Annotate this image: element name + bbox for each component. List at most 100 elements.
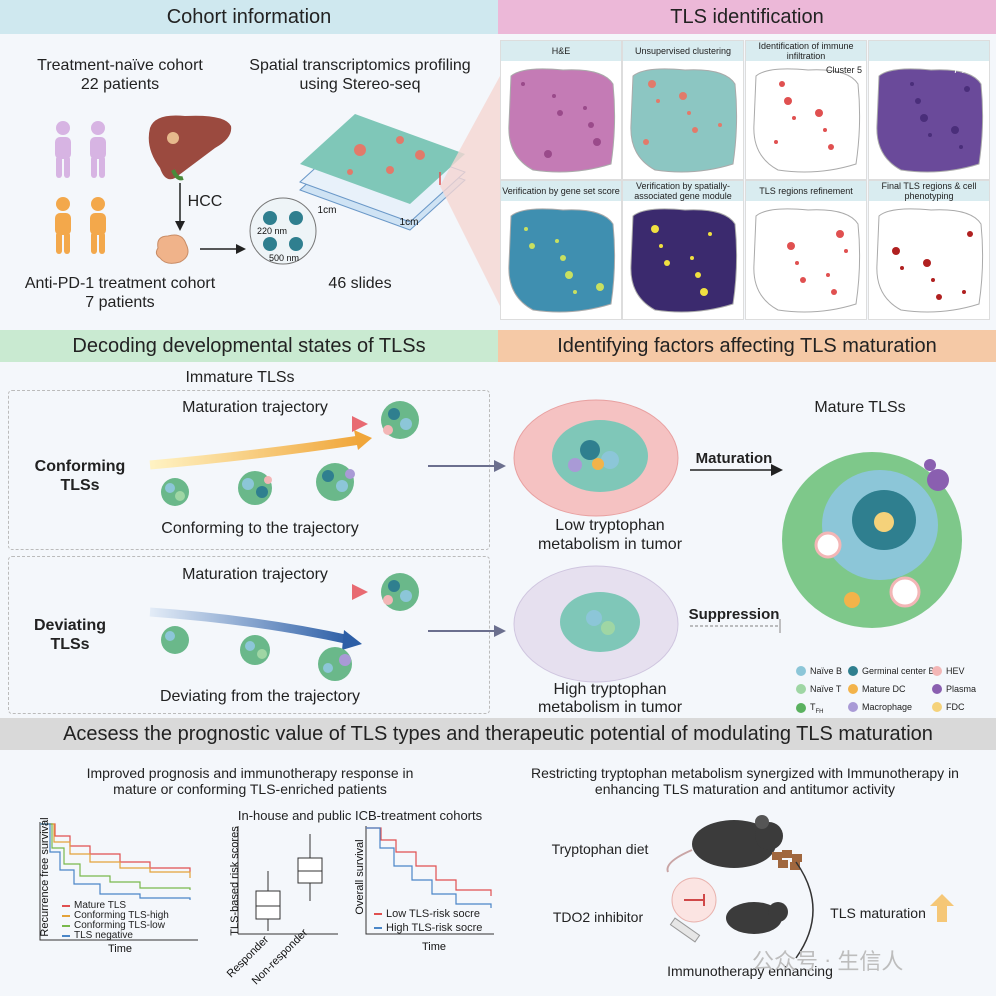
legend-item: Plasma — [932, 684, 976, 694]
trp-diet-label: Tryptophan diet — [551, 841, 649, 857]
legend-swatch — [796, 684, 806, 694]
tls-spot — [951, 126, 959, 134]
legend-swatch — [62, 914, 70, 917]
tls-panel-4: PTPRC — [868, 40, 990, 180]
tls-spot — [656, 99, 660, 103]
legend-swatch — [848, 684, 858, 694]
header-decoding: Decoding developmental states of TLSs — [0, 330, 498, 362]
tls-spot — [664, 260, 670, 266]
tls-spot — [524, 227, 528, 231]
box-plot-risk — [237, 826, 338, 935]
tls-spot — [560, 255, 566, 261]
conforming-label: Conforming TLSs — [34, 458, 126, 494]
box-responder — [255, 890, 281, 920]
tls-spot — [583, 106, 587, 110]
tls-spot — [964, 86, 970, 92]
hcc-arrow — [175, 183, 185, 231]
legend-swatch — [932, 684, 942, 694]
pd1-cohort-title: Anti-PD-1 treatment cohort — [24, 275, 216, 292]
conforming-panel — [8, 390, 490, 550]
tls-cluster-large-1 — [316, 463, 355, 501]
legend-label: HEV — [946, 666, 965, 676]
header-prognostic: Acesess the prognostic value of TLS type… — [0, 718, 996, 750]
tls-spot — [593, 138, 601, 146]
tls-panel-6: Verification by spatially-associated gen… — [622, 180, 744, 320]
stereo-seq-chip — [299, 114, 466, 231]
legend-label: Naïve B — [810, 666, 843, 676]
legend-label: Conforming TLS-high — [74, 910, 169, 921]
low-trp-line2: metabolism in tumor — [537, 536, 683, 553]
tls-cluster-mid-2 — [240, 635, 270, 665]
tls-spot — [544, 150, 552, 158]
legend-swatch — [932, 666, 942, 676]
tls-spot — [928, 133, 932, 137]
legend-swatch — [796, 666, 806, 676]
tls-cluster-top-2 — [381, 573, 419, 611]
tls-spot — [651, 225, 659, 233]
legend-label: TFH — [810, 702, 824, 715]
tls-spot — [774, 140, 778, 144]
tls-spot — [920, 114, 928, 122]
tls-spot — [795, 261, 799, 265]
tls-spot — [844, 249, 848, 253]
liver-icon — [148, 115, 232, 181]
tls-spot — [679, 92, 687, 100]
high-trp-line1: High tryptophan — [553, 681, 667, 698]
traj1-label: Maturation trajectory — [182, 399, 328, 416]
tls-tissue-map — [753, 68, 861, 173]
icb-title: In-house and public ICB-treatment cohort… — [237, 808, 483, 823]
tls-spot — [695, 272, 701, 278]
pd1-cohort-count: 7 patients — [85, 294, 155, 311]
tls-spot — [692, 127, 698, 133]
prog-left-title-2: mature or conforming TLS-enriched patien… — [113, 781, 387, 797]
tls-spot — [936, 294, 942, 300]
tls-tissue-map — [630, 68, 738, 173]
tls-spot — [831, 289, 837, 295]
hcc-label: HCC — [187, 193, 223, 210]
tls-panel-label — [869, 41, 989, 61]
immature-title: Immature TLSs — [185, 369, 295, 386]
tls-spot — [828, 144, 834, 150]
km1-legend-item: Conforming TLS-low — [62, 920, 165, 931]
legend-swatch — [62, 934, 70, 937]
deviating-label: Deviating TLSs — [33, 617, 106, 653]
header-tls-identification: TLS identification — [498, 0, 996, 34]
dim-500: 500 nm — [268, 253, 300, 263]
tls-spot — [792, 116, 796, 120]
tls-spot — [555, 239, 559, 243]
tls-tissue-map — [508, 68, 616, 173]
tls-spot — [659, 244, 663, 248]
km1-curve — [40, 823, 191, 900]
km2-ylabel: Overall survival — [354, 839, 366, 915]
legend-label: High TLS-risk socre — [386, 922, 483, 934]
slides-count: 46 slides — [328, 275, 392, 292]
tls-tissue-map — [876, 208, 984, 313]
legend-item: Germinal center B — [848, 666, 935, 676]
tumor-sample-icon — [155, 234, 189, 264]
dnb-zoom-icon — [249, 197, 317, 265]
legend-swatch — [62, 904, 70, 907]
tls-panel-label: Verification by spatially-associated gen… — [623, 181, 743, 201]
mouse-diet-icon — [666, 815, 802, 873]
tls-tissue-map — [630, 208, 738, 313]
km1-curve — [40, 823, 191, 878]
conforming-sub: Conforming to the trajectory — [161, 520, 359, 537]
legend-label: Macrophage — [862, 702, 913, 712]
tls-panel-label: Final TLS regions & cell phenotyping — [869, 181, 989, 201]
st-profiling-method: using Stereo-seq — [299, 76, 421, 93]
naive-cohort-count: 22 patients — [80, 76, 160, 93]
deviating-sub: Deviating from the trajectory — [159, 688, 361, 705]
tls-spot — [700, 288, 708, 296]
legend-item: FDC — [932, 702, 965, 712]
tls-panel-3: Identification of immune infiltration Clu… — [745, 40, 867, 180]
tls-panel-7: TLS regions refinement — [745, 180, 867, 320]
tls-maturation-label: TLS maturation — [830, 905, 926, 921]
patients-pd1-icon — [55, 197, 106, 254]
prog-left-title-1: Improved prognosis and immunotherapy res… — [86, 765, 414, 781]
km2-curve — [366, 827, 492, 908]
low-tryptophan-tissue — [513, 399, 679, 517]
up-arrow-icon — [930, 894, 954, 922]
legend-swatch — [796, 703, 806, 714]
tls-panel-label: TLS regions refinement — [746, 181, 866, 201]
high-trp-line2: metabolism in tumor — [537, 699, 683, 716]
